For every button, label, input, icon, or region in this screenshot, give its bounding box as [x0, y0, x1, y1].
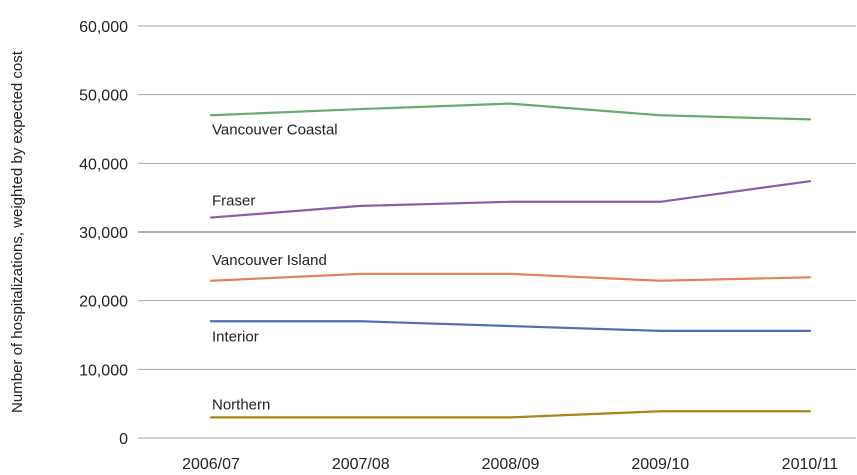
- y-tick-label: 10,000: [79, 362, 128, 379]
- series-line: [209, 410, 812, 419]
- y-tick-label: 60,000: [79, 19, 128, 36]
- series-line: [209, 102, 812, 121]
- gridlines: [138, 25, 856, 439]
- series-line: [209, 180, 812, 219]
- series-label: Vancouver Island: [212, 252, 327, 269]
- x-tick-label: 2006/07: [182, 456, 240, 473]
- series-label: Northern: [212, 396, 270, 413]
- x-tick-label: 2010/11: [782, 456, 839, 473]
- x-tick-label: 2008/09: [482, 456, 540, 473]
- series-line: [209, 272, 812, 282]
- series-labels: Vancouver Coastal Fraser Vancouver Island I…: [212, 121, 338, 413]
- y-axis-label: Number of hospitalizations, weighted by …: [9, 50, 26, 413]
- y-tick-label: 40,000: [79, 156, 128, 173]
- y-tick-label: 30,000: [79, 225, 128, 242]
- y-tick-label: 20,000: [79, 294, 128, 311]
- y-tick-label: 50,000: [79, 88, 128, 105]
- x-tick-label: 2009/10: [631, 456, 689, 473]
- series-lines: [209, 102, 812, 419]
- y-axis-ticks: 0 10,000 20,000 30,000 40,000 50,000 60,000: [79, 19, 128, 448]
- series-label: Vancouver Coastal: [212, 121, 338, 138]
- series-label: Fraser: [212, 193, 255, 210]
- series-line: [209, 320, 812, 332]
- series-label: Interior: [212, 328, 259, 345]
- x-axis-ticks: 2006/07 2007/08 2008/09 2009/10 2010/11: [182, 456, 838, 473]
- x-tick-label: 2007/08: [332, 456, 390, 473]
- y-tick-label: 0: [119, 431, 128, 448]
